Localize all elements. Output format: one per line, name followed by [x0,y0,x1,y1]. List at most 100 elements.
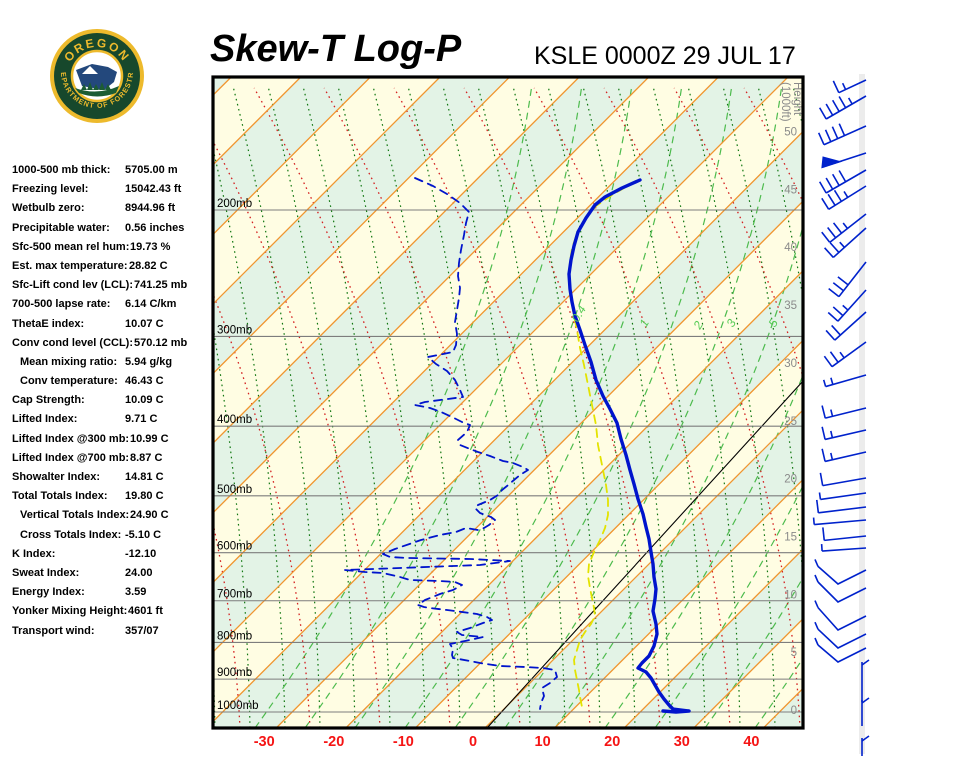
pressure-tick-label: 500mb [217,484,252,496]
height-tick-label: 50 [784,127,797,139]
stat-label: Sweat Index: [12,566,80,579]
stat-value: 3.59 [125,586,147,599]
stat-value: 10.99 C [130,432,169,445]
stat-row: Wetbulb zero: 8944.96 ft [12,200,212,219]
wind-barb [814,600,867,631]
wind-barb [818,169,867,194]
stat-row: Yonker Mixing Height: 4601 ft [12,603,212,622]
stat-value: 5.94 g/kg [125,355,173,368]
stat-value: 14.81 C [125,471,164,483]
stat-value: 46.43 C [125,375,164,388]
stat-row: Energy Index: 3.59 [12,584,212,603]
wind-barb [824,227,867,259]
temperature-tick-label: -10 [393,734,414,750]
stat-value: 19.73 % [130,240,171,253]
wind-barb-axis-strip [859,74,865,754]
wind-barb [827,289,867,322]
wind-barb [821,185,867,210]
wind-barb [861,697,870,726]
stat-label: Cross Totals Index: [20,528,122,541]
plot-area [213,77,803,728]
logo-tree-icon [99,82,105,90]
height-tick-label: 20 [784,474,797,486]
height-tick-label: 35 [784,300,797,312]
stat-row: ThetaE index: 10.07 C [12,316,212,335]
pressure-tick-label: 600mb [217,541,252,553]
temperature-tick-label: 30 [674,734,690,750]
stat-label: Wetbulb zero: [12,202,85,215]
pressure-tick-label: 700mb [217,589,252,601]
stat-label: ThetaE index: [12,317,85,330]
stat-label: Yonker Mixing Height: [12,605,128,618]
wind-barb [820,544,867,552]
wind-barb [815,499,867,514]
stat-value: 15042.43 ft [125,183,182,196]
stat-row: Lifted Index @700 mb: 8.87 C [12,450,212,469]
stat-row: Conv temperature: 46.43 C [12,373,212,392]
stat-label: Cap Strength: [12,394,85,407]
wind-barb [814,637,867,663]
stat-value: 10.09 C [125,394,164,407]
stat-value: 8.87 C [130,451,163,464]
sounding-indices-panel: 1000-500 mb thick: 5705.00 m Freezing leve… [12,162,212,642]
wind-barb [821,152,867,169]
height-tick-label: 15 [784,531,797,543]
stat-label: 1000-500 mb thick: [12,164,111,176]
pressure-tick-label: 200mb [217,198,252,210]
wind-barb [821,405,867,419]
stat-value: 357/07 [125,624,159,637]
height-tick-label: 25 [784,416,797,428]
temperature-trace [567,178,691,714]
stat-row: Lifted Index: 9.71 C [12,411,212,430]
stat-label: Conv cond level (CCL): [12,336,134,349]
wind-barb [821,426,867,441]
stat-row: Est. max temperature: 28.82 C [12,258,212,277]
stat-row: 1000-500 mb thick: 5705.00 m [12,162,212,181]
stat-row: Mean mixing ratio: 5.94 g/kg [12,354,212,373]
stat-value: -12.10 [125,547,157,560]
logo-tree-icon [93,84,99,90]
stat-row: Precipitable water: 0.56 inches [12,220,212,239]
stat-label: Sfc-Lift cond lev (LCL): [12,279,133,292]
stat-row: Cap Strength: 10.09 C [12,392,212,411]
wind-barb [861,735,870,756]
temperature-tick-label: 40 [743,734,759,750]
stat-value: 19.80 C [125,490,164,503]
stat-label: Freezing level: [12,183,89,196]
wind-barb [819,472,867,487]
stat-value: 570.12 mb [134,336,188,349]
pressure-tick-label: 400mb [217,414,252,426]
wind-barb [814,574,867,603]
stat-value: -5.10 C [125,528,162,541]
stat-row: Cross Totals Index: -5.10 C [12,527,212,546]
stat-label: Lifted Index: [12,413,78,426]
stat-row: Transport wind: 357/07 [12,623,212,642]
stat-row: K Index: -12.10 [12,546,212,565]
stat-label: Est. max temperature: [12,259,128,272]
stat-label: Energy Index: [12,586,85,599]
wind-barb [814,559,867,585]
stat-value: 741.25 mb [134,279,188,292]
stat-label: Conv temperature: [20,375,118,388]
stat-value: 24.90 C [130,509,169,522]
pressure-tick-label: 800mb [217,630,252,642]
wind-barb [812,517,867,526]
height-tick-label: 5 [791,647,797,659]
station-datetime-label: KSLE 0000Z 29 JUL 17 [534,42,796,70]
stat-label: Lifted Index @300 mb: [12,432,130,445]
wind-barb [825,311,867,341]
height-axis-title: Height [791,82,803,116]
stat-row: Sfc-Lift cond lev (LCL): 741.25 mb [12,277,212,296]
wind-barb-column [812,79,870,756]
stat-label: Precipitable water: [12,221,110,234]
stat-value: 4601 ft [128,605,163,618]
height-tick-label: 40 [784,242,797,254]
logo-tree-icon [105,84,111,90]
temperature-tick-label: 20 [604,734,620,750]
stat-value: 6.14 C/km [125,298,177,311]
wind-barb [822,527,867,542]
stat-row: Sweat Index: 24.00 [12,565,212,584]
wind-barb [861,659,870,702]
